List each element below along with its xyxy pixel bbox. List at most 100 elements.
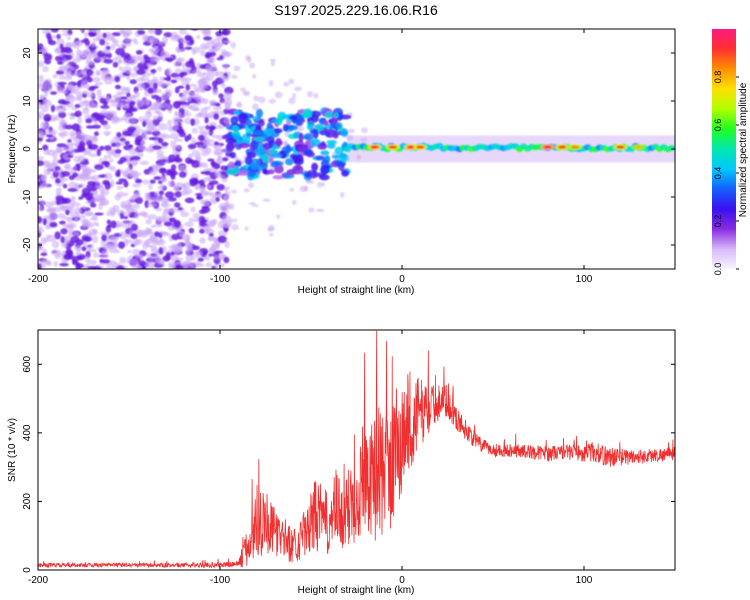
spectrogram-speckle xyxy=(221,177,228,183)
spectrogram-speckle xyxy=(183,90,193,95)
spectrogram-speckle xyxy=(184,135,190,142)
snr-x-tick-label: -200 xyxy=(28,575,48,586)
spectrogram-speckle xyxy=(148,137,157,141)
spectrogram-speckle xyxy=(44,260,52,265)
spectrogram-speckle xyxy=(170,79,178,84)
spectrogram-speckle xyxy=(224,105,231,111)
spectrogram-speckle xyxy=(42,144,49,151)
spectrogram-speckle xyxy=(193,86,199,92)
spectrogram-speckle xyxy=(197,29,208,32)
spectrogram-blob xyxy=(303,108,313,118)
spectrogram-speckle xyxy=(296,126,305,132)
spectrogram-speckle xyxy=(66,224,75,229)
spectrogram-speckle xyxy=(91,266,102,269)
spectrogram-speckle xyxy=(92,221,99,226)
spectrogram-speckle xyxy=(252,73,257,79)
spectrogram-speckle xyxy=(185,84,191,91)
colorbar-tick-label: 0.8 xyxy=(713,71,723,84)
spectrogram-y-ticks: -20 -10 0 10 20 xyxy=(22,47,675,252)
spectrogram-speckle xyxy=(181,62,186,68)
snr-panel: -200 -100 0 100 0 200 400 600 Height of straig… xyxy=(7,329,676,596)
spectrogram-speckle xyxy=(189,83,197,88)
spectrogram-speckle xyxy=(126,159,132,166)
spectrogram-speckle xyxy=(164,57,172,62)
spectrogram-speckle xyxy=(122,72,128,76)
spectrogram-speckle xyxy=(184,221,194,227)
spectrogram-speckle xyxy=(231,74,238,80)
spectrogram-speckle xyxy=(231,224,239,231)
spectrogram-blob xyxy=(334,146,344,155)
spectrogram-blob xyxy=(325,131,331,138)
spectrogram-speckle xyxy=(174,112,183,116)
spectrogram-speckle xyxy=(96,148,101,157)
spectrogram-blob xyxy=(288,115,297,121)
spectrogram-speckle xyxy=(204,116,209,124)
spectrogram-speckle xyxy=(141,98,151,105)
spectrogram-speckle xyxy=(192,218,201,223)
spectrogram-hotspot xyxy=(543,145,552,149)
spectrogram-speckle xyxy=(50,104,56,113)
spectrogram-speckle xyxy=(188,227,195,234)
spectrogram-speckle xyxy=(144,263,154,268)
spectrogram-blob xyxy=(262,142,273,150)
spectrogram-speckle xyxy=(61,243,68,248)
spectrogram-speckle xyxy=(122,171,132,178)
spectrogram-speckle xyxy=(150,164,156,169)
spectrogram-speckle xyxy=(139,58,146,65)
spectrogram-speckle xyxy=(52,149,62,154)
spectrogram-speckle xyxy=(88,259,97,265)
spectrogram-speckle xyxy=(208,121,217,127)
spectrogram-speckle xyxy=(38,103,43,110)
spectrogram-speckle xyxy=(316,208,325,213)
spectrogram-speckle xyxy=(82,240,88,247)
spectrogram-speckle xyxy=(162,210,167,219)
colorbar-tick-label: 0.6 xyxy=(713,119,723,132)
spectrogram-speckle xyxy=(158,167,167,174)
spectrogram-speckle xyxy=(145,218,152,225)
spectrogram-speckle xyxy=(185,233,191,242)
spectrogram-speckle xyxy=(78,196,84,200)
spectrogram-y-axis-label: Frequency (Hz) xyxy=(7,115,18,184)
spectrogram-blob xyxy=(286,169,296,176)
spectrogram-speckle xyxy=(38,205,43,212)
spectrogram-speckle xyxy=(91,76,101,83)
spectrogram-blob xyxy=(244,156,253,166)
spectrogram-speckle xyxy=(146,147,154,153)
spectrogram-speckle xyxy=(200,107,208,115)
spectrogram-speckle xyxy=(163,77,171,81)
spectrogram-speckle xyxy=(91,197,100,203)
spectrogram-speckle xyxy=(151,94,160,100)
spectrogram-speckle xyxy=(207,176,212,182)
spectrogram-speckle xyxy=(50,91,58,95)
spectrogram-speckle xyxy=(213,113,220,120)
snr-y-tick-label: 600 xyxy=(22,356,33,373)
spectrogram-speckle xyxy=(59,262,69,267)
spectrogram-speckle xyxy=(291,93,297,99)
spectrogram-speckle xyxy=(128,147,138,155)
spectrogram-x-tick-label: 0 xyxy=(399,274,405,285)
spectrogram-speckle xyxy=(40,200,45,205)
spectrogram-speckle xyxy=(202,199,211,207)
spectrogram-x-ticks: -200 -100 0 100 xyxy=(28,29,593,285)
spectrogram-speckle xyxy=(253,95,259,102)
spectrogram-speckle xyxy=(129,79,137,85)
spectrogram-speckle xyxy=(156,154,165,161)
spectrogram-speckle xyxy=(77,116,83,124)
spectrogram-speckle xyxy=(120,221,130,229)
spectrogram-blob xyxy=(335,122,343,129)
spectrogram-speckle xyxy=(124,211,132,217)
spectrogram-speckle xyxy=(56,187,62,194)
spectrogram-speckle xyxy=(198,179,205,186)
spectrogram-speckle xyxy=(196,96,206,104)
spectrogram-speckle xyxy=(196,34,201,40)
spectrogram-speckle xyxy=(74,104,81,109)
spectrogram-speckle xyxy=(125,167,133,172)
spectrogram-speckle xyxy=(181,183,187,188)
snr-y-tick-label: 400 xyxy=(22,424,33,441)
spectrogram-speckle xyxy=(208,253,213,257)
spectrogram-speckle xyxy=(147,244,153,248)
spectrogram-speckle xyxy=(269,58,276,63)
spectrogram-speckle xyxy=(178,171,187,178)
spectrogram-blob xyxy=(256,141,265,151)
spectrogram-speckle xyxy=(218,252,225,259)
